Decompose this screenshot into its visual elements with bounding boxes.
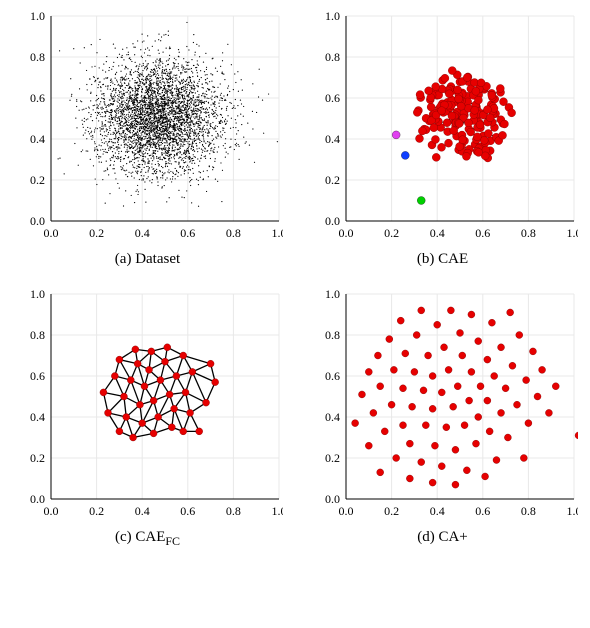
svg-text:0.8: 0.8 [520,226,535,240]
panel-c: 0.0 0.2 0.4 0.6 0.8 1.0 0.0 0.2 0.4 0.6 0.8 1.0 (c)… [10,288,285,549]
svg-text:0.8: 0.8 [225,504,240,518]
panel-b: 0.0 0.2 0.4 0.6 0.8 1.0 0.0 0.2 0.4 0.6 0.8 1.0 (b)… [305,10,580,268]
svg-text:0.8: 0.8 [30,328,45,342]
svg-text:1.0: 1.0 [566,504,578,518]
svg-text:1.0: 1.0 [30,288,45,301]
svg-text:0.2: 0.2 [325,173,340,187]
svg-text:0.6: 0.6 [180,504,195,518]
chart-c: 0.0 0.2 0.4 0.6 0.8 1.0 0.0 0.2 0.4 0.6 0.8 1.0 [13,288,283,523]
svg-text:0.4: 0.4 [429,226,444,240]
svg-text:0.6: 0.6 [475,226,490,240]
chart-d: 0.0 0.2 0.4 0.6 0.8 1.0 0.0 0.2 0.4 0.6 0.8 1.0 [308,288,578,523]
svg-text:1.0: 1.0 [271,504,283,518]
svg-text:0.8: 0.8 [225,226,240,240]
svg-text:0.4: 0.4 [325,132,340,146]
svg-text:0.2: 0.2 [89,504,104,518]
caption-b: (b) CAE [417,251,468,268]
svg-text:0.8: 0.8 [325,328,340,342]
svg-text:0.4: 0.4 [134,226,149,240]
svg-text:0.2: 0.2 [384,226,399,240]
caption-c-sub: FC [165,534,180,548]
svg-text:0.0: 0.0 [43,226,58,240]
svg-text:1.0: 1.0 [30,10,45,23]
svg-text:0.0: 0.0 [338,504,353,518]
svg-text:0.4: 0.4 [325,410,340,424]
svg-text:0.6: 0.6 [325,369,340,383]
svg-text:0.2: 0.2 [325,451,340,465]
svg-text:0.0: 0.0 [325,492,340,506]
svg-text:0.0: 0.0 [30,214,45,228]
caption-d: (d) CA+ [417,529,468,546]
svg-text:0.4: 0.4 [429,504,444,518]
svg-text:0.8: 0.8 [325,50,340,64]
svg-text:0.4: 0.4 [30,410,45,424]
panel-d: 0.0 0.2 0.4 0.6 0.8 1.0 0.0 0.2 0.4 0.6 0.8 1.0 (d)… [305,288,580,549]
svg-text:0.2: 0.2 [384,504,399,518]
svg-text:0.6: 0.6 [30,91,45,105]
panel-a: 0.0 0.2 0.4 0.6 0.8 1.0 0.0 0.2 0.4 0.6 0.8 1.0 (a)… [10,10,285,268]
svg-text:0.4: 0.4 [30,132,45,146]
svg-text:0.4: 0.4 [134,504,149,518]
figure-grid: 0.0 0.2 0.4 0.6 0.8 1.0 0.0 0.2 0.4 0.6 0.8 1.0 (a)… [10,10,580,549]
caption-c-prefix: (c) CAE [115,529,165,545]
caption-a: (a) Dataset [115,251,180,268]
svg-text:0.2: 0.2 [30,451,45,465]
svg-text:0.6: 0.6 [325,91,340,105]
caption-c: (c) CAEFC [115,529,180,549]
chart-a: 0.0 0.2 0.4 0.6 0.8 1.0 0.0 0.2 0.4 0.6 0.8 1.0 [13,10,283,245]
svg-text:0.2: 0.2 [89,226,104,240]
svg-text:0.6: 0.6 [180,226,195,240]
svg-text:0.6: 0.6 [475,504,490,518]
svg-text:1.0: 1.0 [271,226,283,240]
svg-text:0.0: 0.0 [338,226,353,240]
svg-text:1.0: 1.0 [325,10,340,23]
svg-text:0.0: 0.0 [30,492,45,506]
svg-text:0.0: 0.0 [325,214,340,228]
svg-text:0.0: 0.0 [43,504,58,518]
svg-text:0.8: 0.8 [520,504,535,518]
svg-text:0.8: 0.8 [30,50,45,64]
svg-text:0.6: 0.6 [30,369,45,383]
svg-text:1.0: 1.0 [325,288,340,301]
svg-text:0.2: 0.2 [30,173,45,187]
svg-text:1.0: 1.0 [566,226,578,240]
chart-b: 0.0 0.2 0.4 0.6 0.8 1.0 0.0 0.2 0.4 0.6 0.8 1.0 [308,10,578,245]
